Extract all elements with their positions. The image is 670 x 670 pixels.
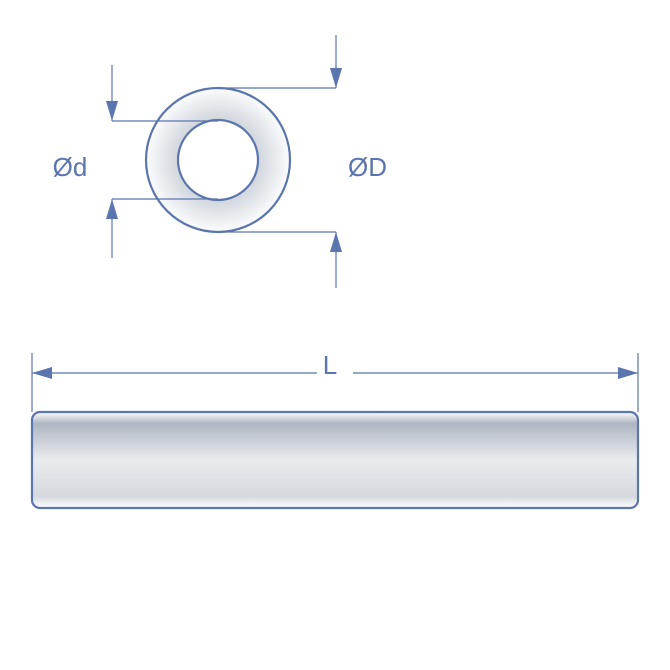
d-arrowhead-top: [106, 101, 118, 121]
d-label: Ød: [53, 152, 88, 182]
dimension-length: L: [32, 350, 638, 412]
D-label: ØD: [348, 152, 387, 182]
D-arrowhead-bottom: [330, 232, 342, 252]
tube-inner-circle: [178, 120, 258, 200]
D-arrowhead-top: [330, 68, 342, 88]
L-arrowhead-right: [618, 367, 638, 379]
tube-side-view: [32, 412, 638, 508]
L-label: L: [323, 350, 337, 380]
d-arrowhead-bottom: [106, 199, 118, 219]
L-arrowhead-left: [32, 367, 52, 379]
technical-drawing: Ød ØD L: [0, 0, 670, 670]
